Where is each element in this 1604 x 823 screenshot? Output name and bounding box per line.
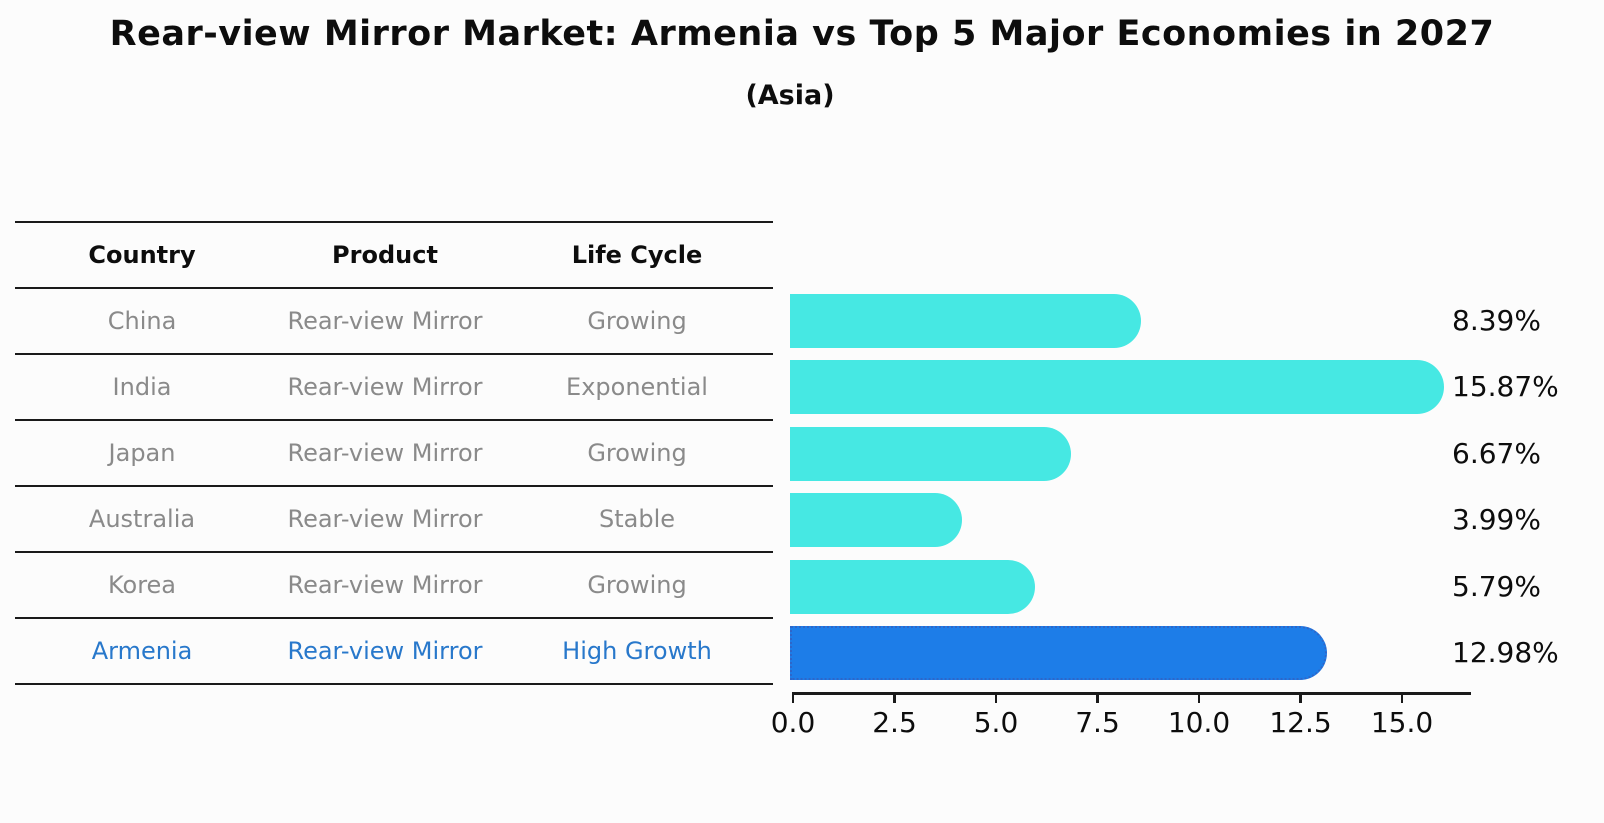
x-tick-label-2.5: 2.5 — [872, 706, 917, 739]
bar-china — [790, 293, 1141, 348]
chart-subtitle: (Asia) — [745, 80, 835, 111]
x-tick-10.0 — [1197, 692, 1201, 703]
bar-row-china: 8.39% — [0, 288, 1604, 355]
value-label-india: 15.87% — [1452, 370, 1559, 404]
bar-india — [790, 360, 1445, 415]
table-body: China Rear-view Mirror Growing India Rear-vi… — [15, 289, 773, 685]
x-tick-label-10.0: 10.0 — [1167, 706, 1231, 739]
column-header-product: Product — [332, 241, 438, 269]
cell-country: India — [112, 373, 172, 401]
x-tick-label-5.0: 5.0 — [973, 706, 1019, 739]
value-label-australia: 3.99% — [1452, 503, 1541, 537]
x-tick-2.5 — [893, 692, 896, 703]
cell-life_cycle: High Growth — [562, 637, 712, 665]
x-tick-0.0 — [791, 692, 795, 703]
bar-row-korea: 5.79% — [0, 554, 1604, 621]
column-header-life-cycle: Life Cycle — [571, 241, 703, 269]
x-tick-label-0.0: 0.0 — [770, 706, 816, 739]
value-label-armenia: 12.98% — [1452, 636, 1559, 670]
highlight-bar-armenia — [790, 626, 1327, 681]
value-label-korea: 5.79% — [1452, 569, 1541, 603]
table-header-row: Country Product Life Cycle — [15, 223, 773, 289]
x-tick-label-15.0: 15.0 — [1370, 706, 1434, 739]
cell-country: Australia — [88, 505, 196, 533]
bar-japan — [790, 426, 1071, 481]
cell-country: Japan — [108, 439, 176, 467]
cell-life_cycle: Growing — [587, 571, 687, 599]
bar-row-india: 15.87% — [0, 354, 1604, 421]
table-row-australia: Australia Rear-view Mirror Stable — [15, 487, 773, 553]
table-row-korea: Korea Rear-view Mirror Growing — [15, 553, 773, 619]
x-tick-12.5 — [1299, 692, 1302, 703]
cell-product: Rear-view Mirror — [287, 307, 483, 335]
table-row-armenia: Armenia Rear-view Mirror High Growth — [15, 619, 773, 685]
table-row-china: China Rear-view Mirror Growing — [15, 289, 773, 355]
bar-row-armenia: 12.98% — [0, 620, 1604, 687]
x-tick-5.0 — [994, 692, 998, 703]
cell-life_cycle: Growing — [587, 439, 687, 467]
cell-product: Rear-view Mirror — [287, 505, 483, 533]
value-label-japan: 6.67% — [1452, 436, 1541, 470]
cell-product: Rear-view Mirror — [287, 571, 483, 599]
bar-australia — [790, 493, 962, 548]
cell-product: Rear-view Mirror — [287, 373, 483, 401]
chart-title: Rear-view Mirror Market: Armenia vs Top … — [109, 14, 1495, 54]
cell-life_cycle: Stable — [598, 505, 676, 533]
x-tick-label-7.5: 7.5 — [1075, 706, 1120, 739]
x-tick-label-12.5: 12.5 — [1269, 706, 1332, 739]
bar-korea — [790, 559, 1036, 614]
cell-life_cycle: Exponential — [566, 373, 708, 401]
x-tick-7.5 — [1096, 692, 1099, 703]
column-header-country: Country — [88, 241, 196, 269]
table-row-india: India Rear-view Mirror Exponential — [15, 355, 773, 421]
cell-product: Rear-view Mirror — [287, 439, 483, 467]
cell-country: China — [107, 307, 177, 335]
bar-row-australia: 3.99% — [0, 487, 1604, 554]
cell-country: Armenia — [91, 637, 193, 665]
bar-row-japan: 6.67% — [0, 421, 1604, 488]
cell-life_cycle: Growing — [587, 307, 687, 335]
cell-country: Korea — [107, 571, 177, 599]
cell-product: Rear-view Mirror — [287, 637, 483, 665]
table-row-japan: Japan Rear-view Mirror Growing — [15, 421, 773, 487]
x-axis-line — [793, 692, 1471, 695]
country-table: Country Product Life Cycle China Rear-vie… — [15, 221, 773, 685]
x-tick-15.0 — [1400, 692, 1404, 703]
value-label-china: 8.39% — [1452, 303, 1541, 337]
